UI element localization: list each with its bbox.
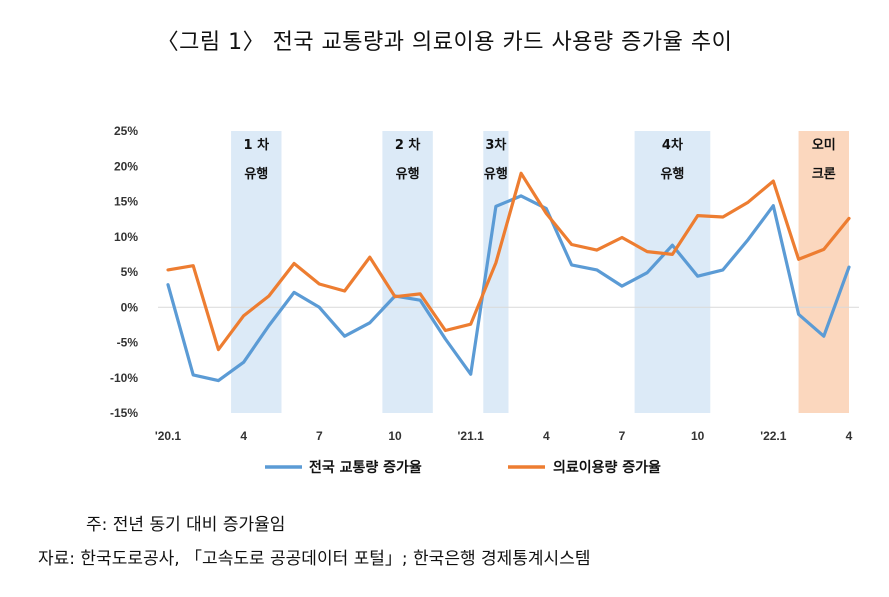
- y-tick-label: 5%: [121, 265, 139, 279]
- wave-band-label: 유행: [660, 166, 684, 182]
- x-tick-label: 4: [543, 429, 550, 443]
- legend-label: 의료이용량 증가율: [553, 459, 661, 476]
- y-tick-label: 20%: [114, 159, 138, 173]
- y-tick-label: -15%: [110, 406, 138, 420]
- chart-series: [166, 171, 851, 383]
- x-tick-label: 10: [691, 429, 705, 443]
- y-tick-label: -5%: [117, 336, 139, 350]
- wave-band-label: 오미: [812, 137, 836, 153]
- y-tick-label: 25%: [114, 124, 138, 138]
- wave-band-5: [798, 131, 849, 413]
- wave-band-label: 유행: [484, 166, 508, 182]
- series-line-1: [166, 194, 851, 383]
- x-tick-label: 4: [846, 429, 853, 443]
- x-tick-label: '20.1: [155, 429, 182, 443]
- chart-axes: 25% 20% 15% 10% 5% 0% -5% -10% -15% '20.1 4 7 10 '21.…: [110, 124, 859, 443]
- x-tick-label: 7: [316, 429, 323, 443]
- legend-label: 전국 교통량 증가율: [309, 459, 422, 476]
- x-tick-label: 10: [388, 429, 402, 443]
- chart-title: 〈그림 1〉 전국 교통량과 의료이용 카드 사용량 증가율 추이: [156, 30, 733, 55]
- wave-band-label: 유행: [244, 166, 268, 182]
- y-tick-label: 10%: [114, 230, 138, 244]
- wave-band-label: 1 차: [244, 137, 270, 153]
- wave-band-label: 크론: [812, 167, 836, 182]
- footnote: 주: 전년 동기 대비 증가율임: [86, 515, 286, 535]
- x-tick-label: '21.1: [458, 429, 485, 443]
- y-tick-label: 15%: [114, 195, 138, 209]
- y-tick-label: 0%: [121, 300, 139, 314]
- x-tick-label: '22.1: [760, 429, 787, 443]
- wave-band-2: [382, 131, 433, 413]
- wave-band-label: 3차: [485, 137, 506, 153]
- wave-band-label: 2 차: [395, 137, 421, 153]
- y-tick-label: -10%: [110, 371, 138, 385]
- wave-band-label: 4차: [662, 137, 683, 153]
- chart-legend: 전국 교통량 증가율 의료이용량 증가율: [265, 459, 661, 476]
- x-tick-label: 4: [240, 429, 247, 443]
- x-tick-label: 7: [619, 429, 626, 443]
- series-line-2: [166, 171, 851, 352]
- source-note: 자료: 한국도로공사, 「고속도로 공공데이터 포털」; 한국은행 경제통계시스…: [38, 549, 591, 569]
- wave-band-label: 유행: [396, 166, 420, 182]
